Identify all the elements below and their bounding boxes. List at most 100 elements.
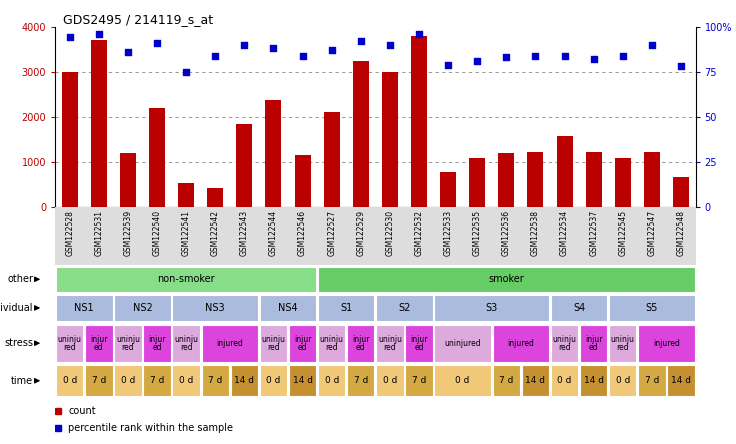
Text: 14 d: 14 d bbox=[671, 376, 691, 385]
Text: 7 d: 7 d bbox=[645, 376, 659, 385]
Text: 0 d: 0 d bbox=[383, 376, 397, 385]
Bar bbox=[324, 112, 340, 207]
Text: non-smoker: non-smoker bbox=[158, 274, 215, 284]
Point bbox=[500, 54, 512, 61]
Text: GSM122528: GSM122528 bbox=[66, 210, 74, 256]
Point bbox=[588, 56, 600, 63]
Text: uninju
red: uninju red bbox=[378, 335, 402, 352]
Text: NS2: NS2 bbox=[132, 303, 152, 313]
Bar bbox=[318, 325, 345, 361]
Bar bbox=[434, 365, 491, 396]
Text: GSM122546: GSM122546 bbox=[298, 210, 307, 256]
Bar bbox=[440, 172, 456, 207]
Bar bbox=[266, 100, 281, 207]
Bar bbox=[556, 136, 573, 207]
Text: GSM122541: GSM122541 bbox=[182, 210, 191, 256]
Text: 0 d: 0 d bbox=[179, 376, 194, 385]
Text: 14 d: 14 d bbox=[293, 376, 313, 385]
Bar bbox=[644, 152, 660, 207]
Text: GSM122532: GSM122532 bbox=[414, 210, 423, 256]
Text: 0 d: 0 d bbox=[615, 376, 630, 385]
Bar bbox=[178, 182, 194, 207]
Bar bbox=[347, 365, 375, 396]
Text: 0 d: 0 d bbox=[121, 376, 135, 385]
Text: 0 d: 0 d bbox=[325, 376, 339, 385]
Text: injur
ed: injur ed bbox=[149, 335, 166, 352]
Point bbox=[93, 30, 105, 37]
Bar bbox=[56, 365, 83, 396]
Point bbox=[471, 57, 483, 64]
Text: 14 d: 14 d bbox=[526, 376, 545, 385]
Text: uninju
red: uninju red bbox=[261, 335, 286, 352]
Bar bbox=[289, 325, 316, 361]
Point bbox=[384, 41, 396, 48]
Bar bbox=[609, 365, 637, 396]
Text: GSM122531: GSM122531 bbox=[94, 210, 103, 256]
Text: GSM122547: GSM122547 bbox=[648, 210, 657, 256]
Bar bbox=[406, 365, 433, 396]
Text: GDS2495 / 214119_s_at: GDS2495 / 214119_s_at bbox=[63, 13, 213, 26]
Point bbox=[297, 52, 308, 59]
Bar bbox=[114, 325, 141, 361]
Bar bbox=[236, 124, 252, 207]
Bar bbox=[260, 295, 316, 321]
Bar bbox=[56, 325, 83, 361]
Bar bbox=[411, 36, 427, 207]
Text: 0 d: 0 d bbox=[63, 376, 77, 385]
Bar bbox=[172, 295, 258, 321]
Text: GSM122536: GSM122536 bbox=[502, 210, 511, 256]
Bar bbox=[551, 325, 578, 361]
Bar bbox=[586, 152, 601, 207]
Text: injur
ed: injur ed bbox=[352, 335, 369, 352]
Point bbox=[529, 52, 541, 59]
Text: stress: stress bbox=[4, 338, 33, 348]
Text: GSM122548: GSM122548 bbox=[676, 210, 685, 256]
Bar bbox=[85, 325, 113, 361]
Bar bbox=[615, 158, 631, 207]
Point bbox=[151, 40, 163, 47]
Bar bbox=[382, 72, 398, 207]
Bar bbox=[289, 365, 316, 396]
Text: smoker: smoker bbox=[489, 274, 524, 284]
Point bbox=[646, 41, 658, 48]
Point bbox=[675, 63, 687, 70]
Text: other: other bbox=[7, 274, 33, 284]
Bar bbox=[498, 153, 514, 207]
Bar bbox=[638, 325, 695, 361]
Bar bbox=[230, 365, 258, 396]
Text: 7 d: 7 d bbox=[150, 376, 164, 385]
Text: injur
ed: injur ed bbox=[585, 335, 602, 352]
Text: time: time bbox=[11, 376, 33, 386]
Bar bbox=[434, 295, 549, 321]
Bar bbox=[376, 295, 433, 321]
Text: GSM122539: GSM122539 bbox=[124, 210, 132, 256]
Bar bbox=[120, 153, 136, 207]
Text: GSM122543: GSM122543 bbox=[240, 210, 249, 256]
Bar bbox=[85, 365, 113, 396]
Bar bbox=[434, 325, 491, 361]
Text: injur
ed: injur ed bbox=[410, 335, 428, 352]
Bar bbox=[260, 365, 287, 396]
Bar bbox=[673, 177, 689, 207]
Bar bbox=[318, 267, 695, 292]
Text: individual: individual bbox=[0, 303, 33, 313]
Text: uninjured: uninjured bbox=[445, 339, 481, 348]
Text: uninju
red: uninju red bbox=[57, 335, 82, 352]
Text: GSM122529: GSM122529 bbox=[356, 210, 365, 256]
Text: injur
ed: injur ed bbox=[90, 335, 107, 352]
Bar bbox=[260, 325, 287, 361]
Text: injured: injured bbox=[653, 339, 680, 348]
Text: GSM122534: GSM122534 bbox=[560, 210, 569, 256]
Bar bbox=[208, 188, 223, 207]
Point bbox=[180, 68, 192, 75]
Bar bbox=[114, 295, 171, 321]
Text: GSM122544: GSM122544 bbox=[269, 210, 278, 256]
Bar bbox=[114, 365, 141, 396]
Text: GSM122538: GSM122538 bbox=[531, 210, 540, 256]
Text: 0 d: 0 d bbox=[266, 376, 280, 385]
Bar bbox=[668, 365, 695, 396]
Text: GSM122530: GSM122530 bbox=[386, 210, 394, 256]
Bar bbox=[638, 365, 665, 396]
Bar bbox=[56, 267, 316, 292]
Point bbox=[238, 41, 250, 48]
